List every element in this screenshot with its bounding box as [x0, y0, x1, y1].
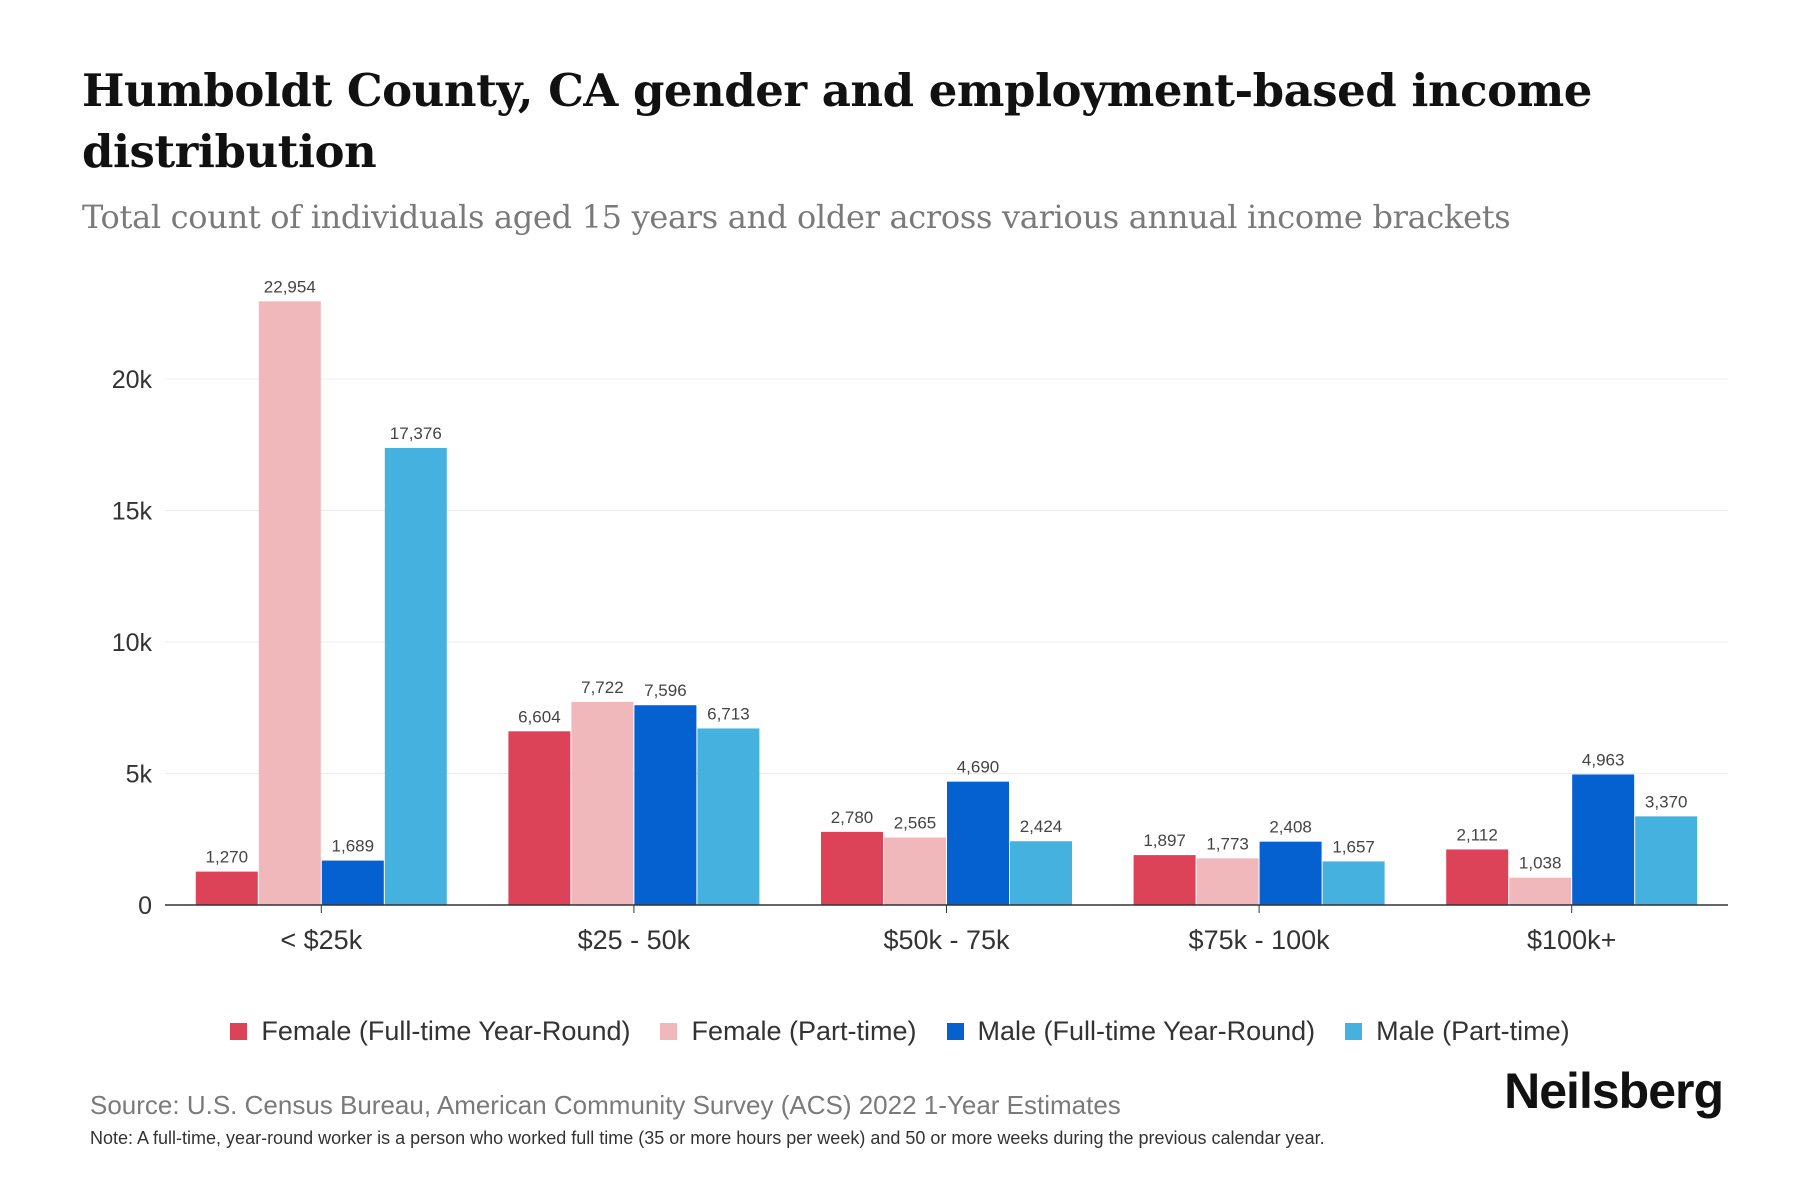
bar	[195, 871, 258, 905]
y-tick-label: 20k	[112, 366, 153, 394]
y-tick-label: 0	[138, 892, 152, 920]
legend-swatch-icon	[660, 1023, 678, 1040]
legend-swatch-icon	[1345, 1023, 1363, 1040]
source-text: Source: U.S. Census Bureau, American Com…	[90, 1090, 1121, 1120]
bar	[508, 731, 571, 905]
chart-subtitle: Total count of individuals aged 15 years…	[82, 198, 1511, 236]
bar	[821, 831, 883, 905]
data-label: 1,657	[1332, 837, 1375, 856]
data-label: 7,596	[644, 681, 687, 700]
data-label: 1,897	[1143, 831, 1186, 850]
data-label: 4,690	[957, 758, 1000, 777]
data-label: 6,713	[707, 704, 750, 723]
data-label: 1,689	[332, 837, 375, 856]
bar	[884, 837, 946, 905]
bars	[195, 301, 1698, 905]
data-label: 2,112	[1457, 825, 1498, 844]
data-label: 2,424	[1020, 817, 1063, 836]
y-tick-label: 15k	[112, 498, 153, 526]
bar	[1509, 877, 1572, 905]
bar	[1259, 841, 1322, 905]
x-tick-label: $50k - 75k	[883, 925, 1010, 955]
data-label: 2,408	[1269, 818, 1312, 837]
bar	[947, 781, 1009, 905]
bar	[258, 301, 321, 905]
data-label: 2,780	[831, 808, 874, 827]
bar	[1196, 858, 1259, 905]
legend-label: Female (Full-time Year-Round)	[261, 1016, 631, 1046]
data-label: 1,773	[1206, 834, 1249, 853]
data-label: 6,604	[518, 707, 561, 726]
bar	[697, 728, 760, 905]
bar	[1133, 855, 1196, 905]
data-label: 1,270	[206, 848, 249, 867]
bar	[634, 705, 697, 905]
y-tick-label: 10k	[112, 629, 153, 657]
x-tick-label: < $25k	[280, 925, 362, 955]
y-tick-label: 5k	[126, 761, 153, 789]
legend-item: Female (Full-time Year-Round)	[230, 1016, 630, 1047]
legend-label: Male (Part-time)	[1376, 1016, 1570, 1046]
y-axis-ticks: 0 5k 10k 15k 20k	[112, 366, 153, 920]
legend-label: Male (Full-time Year-Round)	[977, 1016, 1316, 1046]
legend-item: Male (Full-time Year-Round)	[946, 1016, 1316, 1047]
legend: Female (Full-time Year-Round) Female (Par…	[0, 1016, 1800, 1047]
x-tick-label: $100k+	[1527, 925, 1616, 955]
data-label: 7,722	[581, 678, 624, 697]
note-text: Note: A full-time, year-round worker is …	[90, 1128, 1325, 1148]
legend-item: Female (Part-time)	[660, 1016, 917, 1047]
bar	[571, 701, 634, 905]
data-label: 22,954	[264, 277, 316, 296]
data-labels: 1,270 22,954 1,689 17,376 6,604 7,722 7,596 6,7…	[206, 277, 1688, 872]
data-label: 4,963	[1582, 750, 1625, 769]
bar	[321, 860, 384, 905]
bar	[1322, 861, 1385, 905]
x-tick-label: $25 - 50k	[578, 925, 691, 955]
legend-label: Female (Part-time)	[691, 1016, 917, 1046]
data-label: 3,370	[1645, 792, 1688, 811]
bar	[1635, 816, 1698, 905]
bar	[1446, 849, 1509, 905]
legend-swatch-icon	[230, 1023, 248, 1040]
brand-logo: Neilsberg	[1504, 1063, 1724, 1119]
data-label: 2,565	[894, 814, 937, 833]
data-label: 17,376	[390, 424, 442, 443]
legend-swatch-icon	[946, 1023, 964, 1040]
data-label: 1,038	[1519, 854, 1562, 873]
bar-chart: 0 5k 10k 15k 20k 1,270 22,954 1,689 17,376 6,604…	[112, 277, 1728, 955]
bar	[1572, 774, 1635, 905]
x-axis: < $25k $25 - 50k $50k - 75k $75k - 100k $100…	[165, 904, 1728, 955]
x-tick-label: $75k - 100k	[1189, 925, 1331, 955]
legend-item: Male (Part-time)	[1345, 1016, 1570, 1047]
chart-title: Humboldt County, CA gender and employmen…	[82, 64, 1592, 178]
bar	[1010, 841, 1072, 905]
bar	[384, 448, 447, 905]
